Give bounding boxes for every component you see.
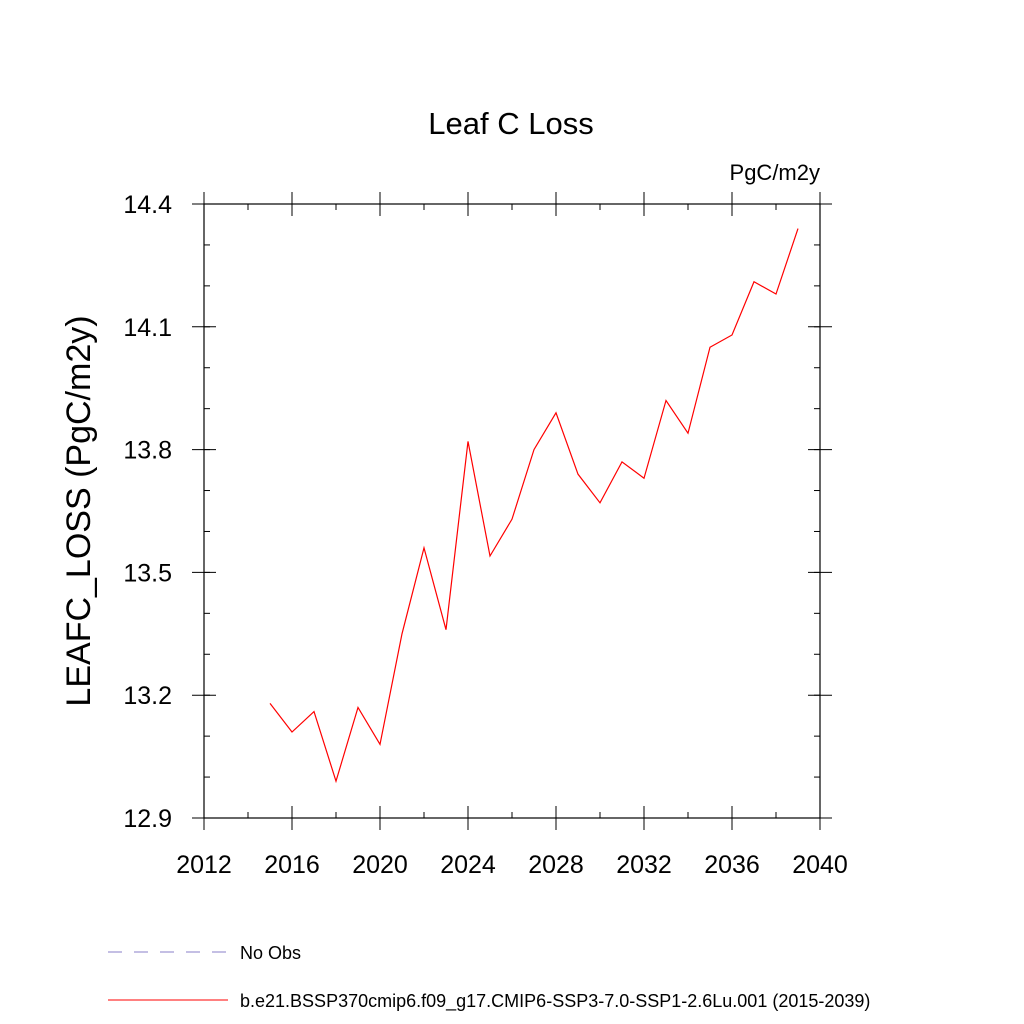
series-layer bbox=[269, 228, 799, 784]
y-tick-label: 14.4 bbox=[123, 191, 172, 219]
units-label: PgC/m2y bbox=[730, 160, 820, 185]
chart-title: Leaf C Loss bbox=[428, 106, 593, 141]
x-tick-label: 2024 bbox=[440, 851, 496, 879]
x-tick-label: 2012 bbox=[176, 851, 232, 879]
legend-label: b.e21.BSSP370cmip6.f09_g17.CMIP6-SSP3-7.… bbox=[240, 991, 870, 1012]
x-tick-label: 2036 bbox=[704, 851, 760, 879]
y-tick-label: 14.1 bbox=[123, 314, 172, 342]
x-tick-label: 2016 bbox=[264, 851, 320, 879]
y-tick-label: 12.9 bbox=[123, 805, 172, 833]
series-line bbox=[269, 228, 799, 784]
y-axis-label: LEAFC_LOSS (PgC/m2y) bbox=[60, 315, 98, 706]
x-tick-label: 2032 bbox=[616, 851, 672, 879]
axis-ticks bbox=[192, 192, 832, 830]
legend-label: No Obs bbox=[240, 943, 301, 963]
y-tick-label: 13.2 bbox=[123, 682, 172, 710]
plot-frame bbox=[203, 203, 821, 819]
axis-tick-labels: 2012 2016 2020 2024 2028 2032 2036 2040 12.9 13.2… bbox=[123, 191, 847, 879]
x-tick-label: 2020 bbox=[352, 851, 408, 879]
y-tick-label: 13.8 bbox=[123, 437, 172, 465]
x-tick-label: 2028 bbox=[528, 851, 584, 879]
y-tick-label: 13.5 bbox=[123, 559, 172, 587]
legend: No Obs b.e21.BSSP370cmip6.f09_g17.CMIP6-S… bbox=[108, 943, 870, 1012]
x-tick-label: 2040 bbox=[792, 851, 848, 879]
